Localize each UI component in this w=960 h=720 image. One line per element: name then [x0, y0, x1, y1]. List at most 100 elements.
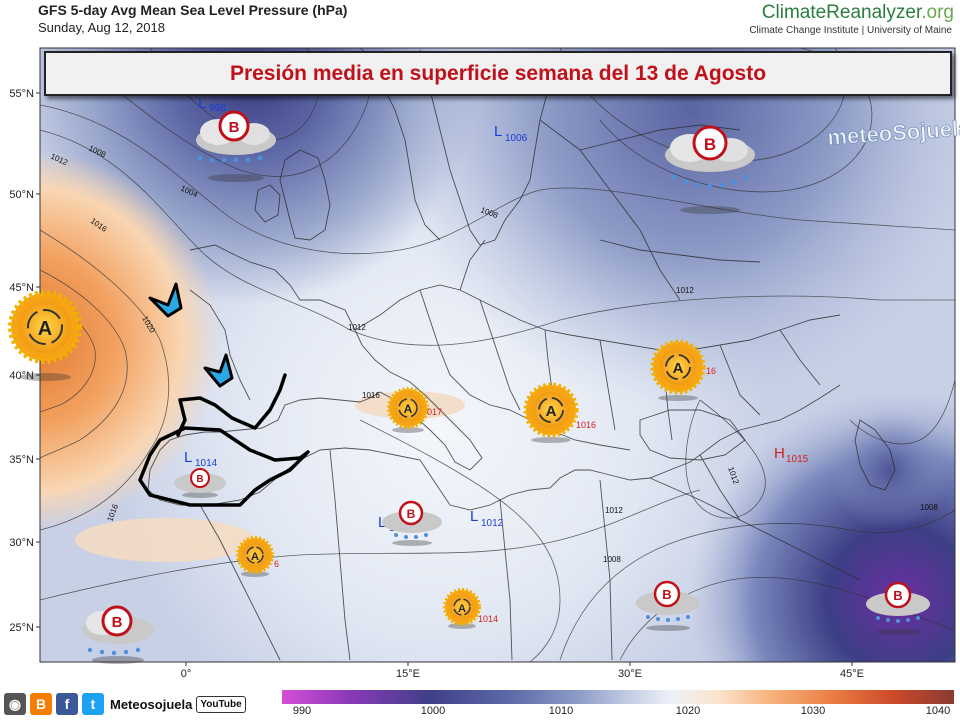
colorbar-tick: 1040: [925, 705, 951, 717]
iberia-inner: [189, 289, 251, 401]
icon-pressure-value: 16: [706, 366, 716, 376]
country-borders: [599, 339, 616, 431]
low-icon-letter: B: [407, 507, 416, 521]
british-isles: [279, 149, 331, 241]
low-icon-letter: B: [112, 614, 123, 631]
anticyclone-letter: A: [251, 551, 259, 563]
low-value: 1006: [505, 133, 528, 144]
isobar-label: 1012: [676, 286, 694, 295]
colorbar-tick: 1020: [675, 705, 701, 717]
anticyclone-icons: A A 017 A 1016 A 16: [8, 290, 716, 629]
country-borders: [479, 299, 521, 411]
iberia-highlight-outline: [138, 373, 310, 507]
low-letter: L: [184, 449, 192, 466]
low-letter: L: [470, 508, 478, 525]
low-letter: L: [198, 95, 206, 112]
brand-subtitle: Climate Change Institute | University of…: [749, 25, 952, 36]
borders: [147, 49, 896, 661]
high-letter: H: [774, 445, 785, 462]
lat-labels: 55°N 50°N 45°N 40°N 35°N 30°N 25°N: [9, 88, 34, 634]
facebook-icon[interactable]: f: [56, 693, 78, 715]
colorbar-tick: 1030: [800, 705, 826, 717]
country-borders: [779, 329, 821, 386]
country-borders: [539, 119, 681, 301]
map-date: Sunday, Aug 12, 2018: [38, 20, 165, 35]
social-bar: ◉ B f t Meteosojuela YouTube: [4, 692, 246, 716]
isobar: [39, 489, 701, 601]
sun-icon: A 16: [650, 339, 716, 401]
icon-pressure-value: 1014: [478, 614, 498, 624]
isobar: [39, 229, 170, 531]
low-center: L 998: [198, 95, 226, 114]
lon-label: 30°E: [618, 668, 642, 680]
low-icon-letter: B: [662, 587, 671, 602]
sun-icon: A 017: [387, 387, 442, 433]
british-isles: [254, 184, 281, 223]
high-value: 1015: [786, 454, 809, 465]
storm-cloud-icon: B: [196, 110, 276, 182]
storm-cloud-icon: B: [866, 581, 930, 635]
icon-pressure-value: 6: [274, 559, 279, 569]
lat-label: 45°N: [9, 282, 34, 294]
isobar: [685, 399, 766, 519]
twitter-icon[interactable]: t: [82, 693, 104, 715]
lon-ticks: [185, 662, 853, 666]
scandinavia-outline: [419, 49, 576, 246]
isobar-label: 1016: [362, 391, 380, 400]
icon-pressure-value: 017: [427, 407, 442, 417]
anticyclone-letter: A: [673, 360, 684, 377]
country-borders: [459, 239, 486, 291]
lat-label: 50°N: [9, 189, 34, 201]
middle-east-borders: [649, 477, 861, 581]
brand-name: ClimateReanalyzer: [761, 2, 922, 23]
isobars: [39, 47, 956, 663]
lat-label: 25°N: [9, 622, 34, 634]
isobar-label: 1012: [348, 323, 366, 332]
africa-borders: [329, 449, 351, 661]
camera-icon[interactable]: ◉: [4, 693, 26, 715]
low-icons: B B B B B: [82, 110, 930, 664]
anticyclone-letter: A: [38, 318, 52, 340]
blogger-icon[interactable]: B: [30, 693, 52, 715]
sun-icon: A 1014: [443, 588, 498, 629]
africa-borders: [199, 504, 281, 661]
low-icon-letter: B: [893, 588, 902, 603]
high-center: H 1015: [774, 445, 809, 465]
map-title: GFS 5-day Avg Mean Sea Level Pressure (h…: [38, 2, 348, 18]
chevron-arrow-icon: [148, 282, 183, 318]
country-borders: [354, 284, 841, 351]
lat-label: 55°N: [9, 88, 34, 100]
brand-logo[interactable]: ClimateReanalyzer.org: [762, 2, 954, 24]
isobar: [849, 379, 956, 445]
colorbar-tick: 1000: [420, 705, 446, 717]
colorbar-tick: 990: [292, 705, 312, 717]
isobar-label: 1008: [920, 503, 938, 512]
lon-label: 45°E: [840, 668, 864, 680]
low-icon-letter: B: [196, 474, 203, 485]
low-icon-letter: B: [704, 135, 716, 154]
isobar: [39, 104, 956, 254]
country-borders: [599, 239, 761, 263]
icon-pressure-value: 1016: [576, 420, 596, 430]
storm-cloud-icon: B: [636, 580, 700, 631]
saharan-warm-patch: [75, 518, 255, 562]
lat-label: 30°N: [9, 537, 34, 549]
social-handle: Meteosojuela: [110, 696, 193, 712]
low-value: 1012: [481, 518, 504, 529]
brand-tld: .org: [921, 2, 954, 23]
sun-icon: A: [8, 290, 82, 381]
lat-label: 35°N: [9, 454, 34, 466]
storm-cloud-icon: B: [82, 605, 154, 664]
low-icon-letter: B: [229, 119, 240, 136]
lon-label: 0°: [181, 668, 192, 680]
scandinavia-outline: [379, 79, 441, 241]
low-center: L 1006: [494, 123, 528, 144]
storm-cloud-icon: B: [665, 125, 755, 214]
coastline: [147, 244, 841, 511]
isobar: [619, 577, 956, 661]
africa-borders: [599, 479, 613, 661]
sun-icon: A 6: [236, 536, 279, 577]
storm-cloud-icon: B: [174, 468, 226, 498]
isobar: [39, 129, 955, 346]
youtube-icon[interactable]: YouTube: [196, 695, 246, 713]
